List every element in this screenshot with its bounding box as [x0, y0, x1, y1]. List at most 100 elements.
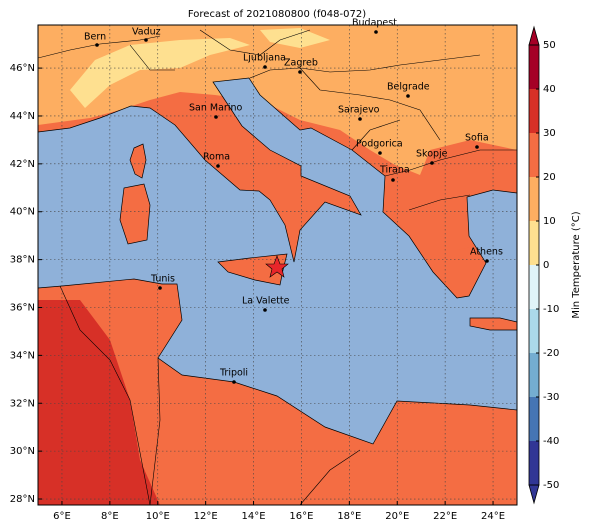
- x-tick-label: 12°E: [194, 511, 218, 522]
- colorbar-tick-label: -30: [543, 392, 559, 403]
- colorbar: -50 -40 -30 -20 -10 0 10 20 30 40 50: [528, 25, 559, 505]
- city-label: Sarajevo: [338, 105, 380, 116]
- city: Belgrade: [387, 82, 430, 98]
- colorbar-label: Min Temperature (°C): [571, 211, 582, 318]
- x-tick-label: 6°E: [53, 511, 71, 522]
- x-tick-label: 18°E: [337, 511, 361, 522]
- land-cool: [260, 28, 330, 48]
- x-tick-label: 14°E: [242, 511, 266, 522]
- city-label: Ljubljana: [243, 53, 286, 64]
- city-label: Tirana: [379, 165, 410, 176]
- colorbar-segment: [529, 45, 539, 89]
- city: Ljubljana: [243, 53, 286, 69]
- city-dot: [406, 94, 410, 98]
- city-label: Tripoli: [219, 368, 248, 379]
- city-label: San Marino: [189, 103, 242, 114]
- map-frame: [37, 24, 518, 506]
- city-label: Budapest: [352, 18, 397, 29]
- city: Tunis: [150, 274, 175, 290]
- y-tick-label: 30°N: [10, 446, 35, 457]
- city-label: Sofia: [465, 133, 489, 144]
- colorbar-segment: [529, 177, 539, 221]
- island-corsica: [129, 143, 147, 179]
- land-cool: [70, 38, 250, 108]
- x-tick-label: 20°E: [385, 511, 409, 522]
- y-tick-label: 46°N: [10, 63, 35, 74]
- colorbar-segment: [529, 397, 539, 441]
- colorbar-tick-label: -20: [543, 348, 559, 359]
- city-dot: [475, 145, 479, 149]
- y-tick-label: 42°N: [10, 159, 35, 170]
- colorbar-tick-label: 50: [543, 40, 556, 51]
- colorbar-segment: [529, 133, 539, 177]
- city-dot: [378, 151, 382, 155]
- colorbar-segment: [529, 353, 539, 397]
- city-dot: [263, 308, 267, 312]
- city: Roma: [203, 152, 230, 168]
- colorbar-segment: [529, 89, 539, 133]
- city-dot: [214, 115, 218, 119]
- y-tick-label: 32°N: [10, 398, 35, 409]
- colorbar-tick-label: 10: [543, 216, 556, 227]
- event-star: [265, 255, 289, 278]
- colorbar-tick-label: -40: [543, 436, 559, 447]
- colorbar-tick-label: 20: [543, 172, 556, 183]
- colorbar-tick-label: 30: [543, 128, 556, 139]
- island-crete: [469, 317, 517, 331]
- city: Skopje: [416, 149, 448, 165]
- city-dot: [391, 178, 395, 182]
- colorbar-segment: [529, 265, 539, 309]
- title: Forecast of 2021080800 (f048-072): [188, 9, 366, 20]
- city-dot: [232, 380, 236, 384]
- city: Athens: [470, 247, 503, 263]
- city-label: Vaduz: [132, 27, 161, 38]
- colorbar-segment: [529, 309, 539, 353]
- city-dot: [358, 117, 362, 121]
- city-label: Tunis: [150, 274, 175, 285]
- y-tick-label: 28°N: [10, 494, 35, 505]
- city: Sofia: [465, 133, 489, 149]
- y-tick-label: 34°N: [10, 350, 35, 361]
- colorbar-tick-label: -50: [543, 480, 559, 491]
- city-label: Bern: [84, 32, 106, 43]
- colorbar-tick-label: 40: [543, 84, 556, 95]
- city-dot: [374, 30, 378, 34]
- colorbar-tick-label: -10: [543, 304, 559, 315]
- city-dot: [95, 43, 99, 47]
- city-label: Podgorica: [356, 139, 403, 150]
- colorbar-segment: [529, 221, 539, 265]
- city-dot: [144, 38, 148, 42]
- city: Tirana: [379, 165, 410, 182]
- city-dot: [485, 259, 489, 263]
- colorbar-tick-label: 0: [543, 260, 549, 271]
- city-dot: [263, 65, 267, 69]
- colorbar-segment: [529, 441, 539, 485]
- city-label: Athens: [470, 247, 503, 258]
- x-tick-label: 22°E: [433, 511, 457, 522]
- city-label: Skopje: [416, 149, 448, 160]
- city-label: Roma: [203, 152, 230, 163]
- city: Zagreb: [284, 58, 318, 74]
- colorbar-extend-bottom: [528, 484, 540, 505]
- city-dot: [430, 161, 434, 165]
- city: Sarajevo: [338, 105, 380, 121]
- city: La Valette: [242, 296, 290, 312]
- graticule: 6°E 8°E 10°E 12°E 14°E 16°E 18°E 20°E 22°E 24°E 28…: [10, 25, 517, 522]
- x-tick-label: 24°E: [481, 511, 505, 522]
- x-tick-label: 8°E: [101, 511, 119, 522]
- x-tick-label: 16°E: [289, 511, 313, 522]
- y-tick-label: 36°N: [10, 302, 35, 313]
- city-dot: [158, 286, 162, 290]
- city-label: Belgrade: [387, 82, 430, 93]
- city-dot: [298, 70, 302, 74]
- city-label: Zagreb: [284, 58, 318, 69]
- city: Tripoli: [219, 368, 248, 384]
- borders: [38, 29, 517, 505]
- x-tick-label: 10°E: [146, 511, 170, 522]
- y-tick-label: 40°N: [10, 207, 35, 218]
- island-sardinia: [119, 183, 151, 245]
- city-dot: [216, 164, 220, 168]
- city-label: La Valette: [242, 296, 290, 307]
- y-tick-label: 44°N: [10, 111, 35, 122]
